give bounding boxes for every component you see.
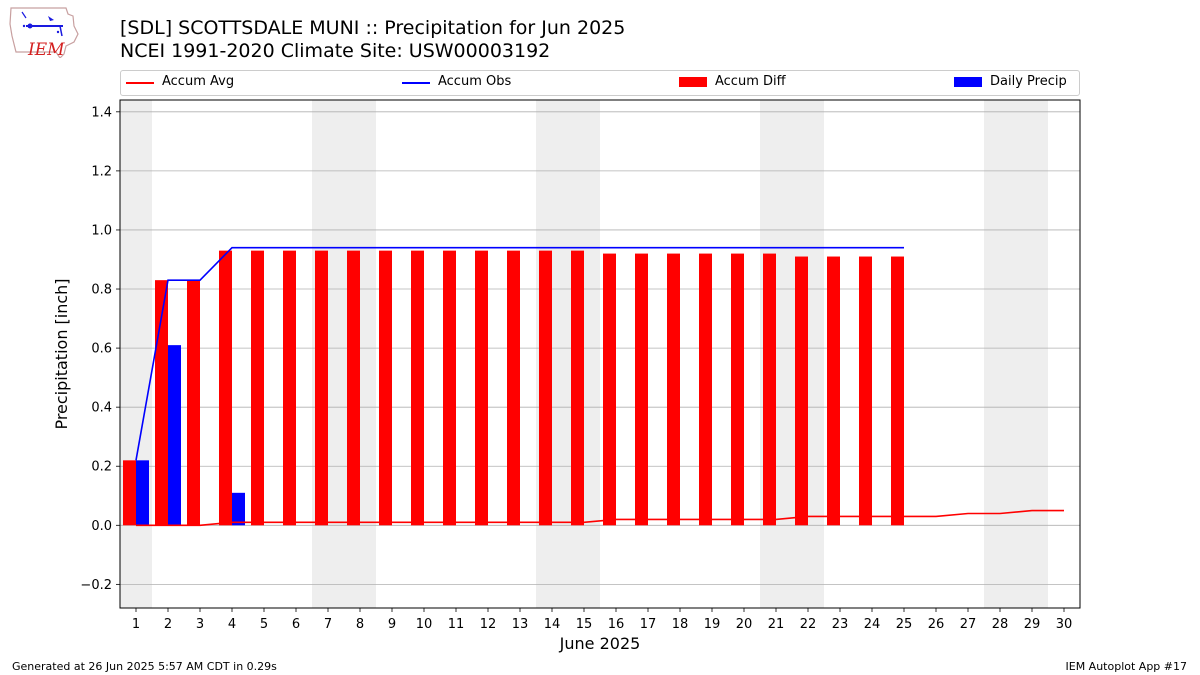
lines — [135, 246, 1064, 527]
accum-diff-bar — [443, 250, 456, 526]
accum-diff-bar — [891, 256, 904, 526]
iem-logo: IEM — [8, 6, 80, 60]
accum-diff-bar — [187, 280, 200, 526]
y-tick-label: 0.0 — [91, 519, 112, 534]
x-tick-label: 8 — [356, 617, 364, 632]
legend-label-accum-avg: Accum Avg — [162, 74, 235, 89]
legend-swatch-daily-precip — [954, 77, 982, 87]
y-tick-label: 1.0 — [91, 223, 112, 238]
legend-swatch-accum-avg — [126, 82, 154, 84]
x-axis-label: June 2025 — [559, 634, 641, 653]
x-tick-label: 16 — [608, 617, 625, 632]
accum-diff-bar — [539, 250, 552, 526]
accum-diff-bar — [411, 250, 424, 526]
app-credit: IEM Autoplot App #17 — [1065, 660, 1188, 673]
x-tick-label: 3 — [196, 617, 204, 632]
accum-diff-bar — [731, 253, 744, 526]
daily-precip-bar — [168, 345, 181, 526]
y-tick-label: −0.2 — [80, 578, 112, 593]
chart-subtitle: NCEI 1991-2020 Climate Site: USW00003192 — [120, 40, 551, 62]
x-tick-label: 10 — [416, 617, 433, 632]
bars — [123, 250, 904, 526]
x-tick-label: 17 — [640, 617, 657, 632]
x-tick-label: 23 — [832, 617, 849, 632]
accum-diff-bar — [475, 250, 488, 526]
y-tick-label: 0.8 — [91, 283, 112, 298]
legend-label-accum-diff: Accum Diff — [715, 74, 786, 89]
x-tick-label: 9 — [388, 617, 396, 632]
accum-diff-bar — [571, 250, 584, 526]
x-tick-label: 2 — [164, 617, 172, 632]
chart-legend: Accum Avg Accum Obs Accum Diff Daily Pre… — [120, 70, 1080, 96]
y-tick-label: 0.6 — [91, 342, 112, 357]
accum-diff-bar — [123, 460, 136, 526]
x-tick-label: 6 — [292, 617, 300, 632]
weekend-shade-day-28 — [984, 100, 1016, 608]
accum-diff-bar — [699, 253, 712, 526]
accum-diff-bar — [763, 253, 776, 526]
accum-diff-bar — [155, 280, 168, 526]
accum-diff-bar — [251, 250, 264, 526]
x-tick-label: 14 — [544, 617, 561, 632]
y-tick-label: 1.4 — [91, 105, 112, 120]
accum-avg-line — [136, 509, 1064, 527]
daily-precip-bar — [232, 492, 245, 526]
plot-frame — [119, 99, 1081, 609]
y-tick-label: 1.2 — [91, 164, 112, 179]
x-axis-ticks: 1 2 3 4 5 6 7 8 9 10 11 12 13 14 15 16 17 18 19 20 21 22 23 24 2… — [132, 608, 1072, 632]
x-tick-label: 13 — [512, 617, 529, 632]
daily-precip-bar — [136, 460, 149, 526]
generated-timestamp: Generated at 26 Jun 2025 5:57 AM CDT in … — [12, 660, 277, 673]
accum-diff-bar — [859, 256, 872, 526]
y-axis-ticks: −0.2 0.0 0.2 0.4 0.6 0.8 1.0 1.2 1.4 — [80, 105, 120, 593]
y-gridlines — [120, 111, 1080, 585]
x-tick-label: 4 — [228, 617, 236, 632]
x-tick-label: 5 — [260, 617, 268, 632]
accum-diff-bar — [347, 250, 360, 526]
x-tick-label: 28 — [992, 617, 1009, 632]
y-axis-label: Precipitation [inch] — [52, 278, 71, 429]
legend-label-accum-obs: Accum Obs — [438, 74, 512, 89]
accum-diff-bar — [283, 250, 296, 526]
x-tick-label: 30 — [1056, 617, 1073, 632]
x-tick-label: 11 — [448, 617, 465, 632]
x-tick-label: 1 — [132, 617, 140, 632]
weekend-shade-day-1 — [120, 100, 152, 608]
x-tick-label: 24 — [864, 617, 881, 632]
accum-diff-bar — [603, 253, 616, 526]
y-tick-label: 0.2 — [91, 460, 112, 475]
logo-text: IEM — [28, 40, 65, 60]
accum-diff-bar — [219, 250, 232, 526]
x-tick-label: 15 — [576, 617, 593, 632]
x-tick-label: 18 — [672, 617, 689, 632]
x-tick-label: 12 — [480, 617, 497, 632]
accum-diff-bar — [827, 256, 840, 526]
accum-diff-bar — [667, 253, 680, 526]
accum-obs-line — [135, 246, 904, 461]
legend-swatch-accum-diff — [679, 77, 707, 87]
x-tick-label: 26 — [928, 617, 945, 632]
y-tick-label: 0.4 — [91, 401, 112, 416]
x-tick-label: 20 — [736, 617, 753, 632]
chart-title: [SDL] SCOTTSDALE MUNI :: Precipitation f… — [120, 17, 626, 39]
x-tick-label: 21 — [768, 617, 785, 632]
x-tick-label: 22 — [800, 617, 817, 632]
x-tick-label: 19 — [704, 617, 721, 632]
x-tick-label: 29 — [1024, 617, 1041, 632]
accum-diff-bar — [315, 250, 328, 526]
accum-diff-bar — [795, 256, 808, 526]
accum-diff-bar — [635, 253, 648, 526]
legend-swatch-accum-obs — [402, 82, 430, 84]
x-tick-label: 25 — [896, 617, 913, 632]
x-tick-label: 27 — [960, 617, 977, 632]
x-tick-label: 7 — [324, 617, 332, 632]
weekend-shade-day-29 — [1016, 100, 1048, 608]
accum-diff-bar — [379, 250, 392, 526]
legend-label-daily-precip: Daily Precip — [990, 74, 1067, 89]
accum-diff-bar — [507, 250, 520, 526]
